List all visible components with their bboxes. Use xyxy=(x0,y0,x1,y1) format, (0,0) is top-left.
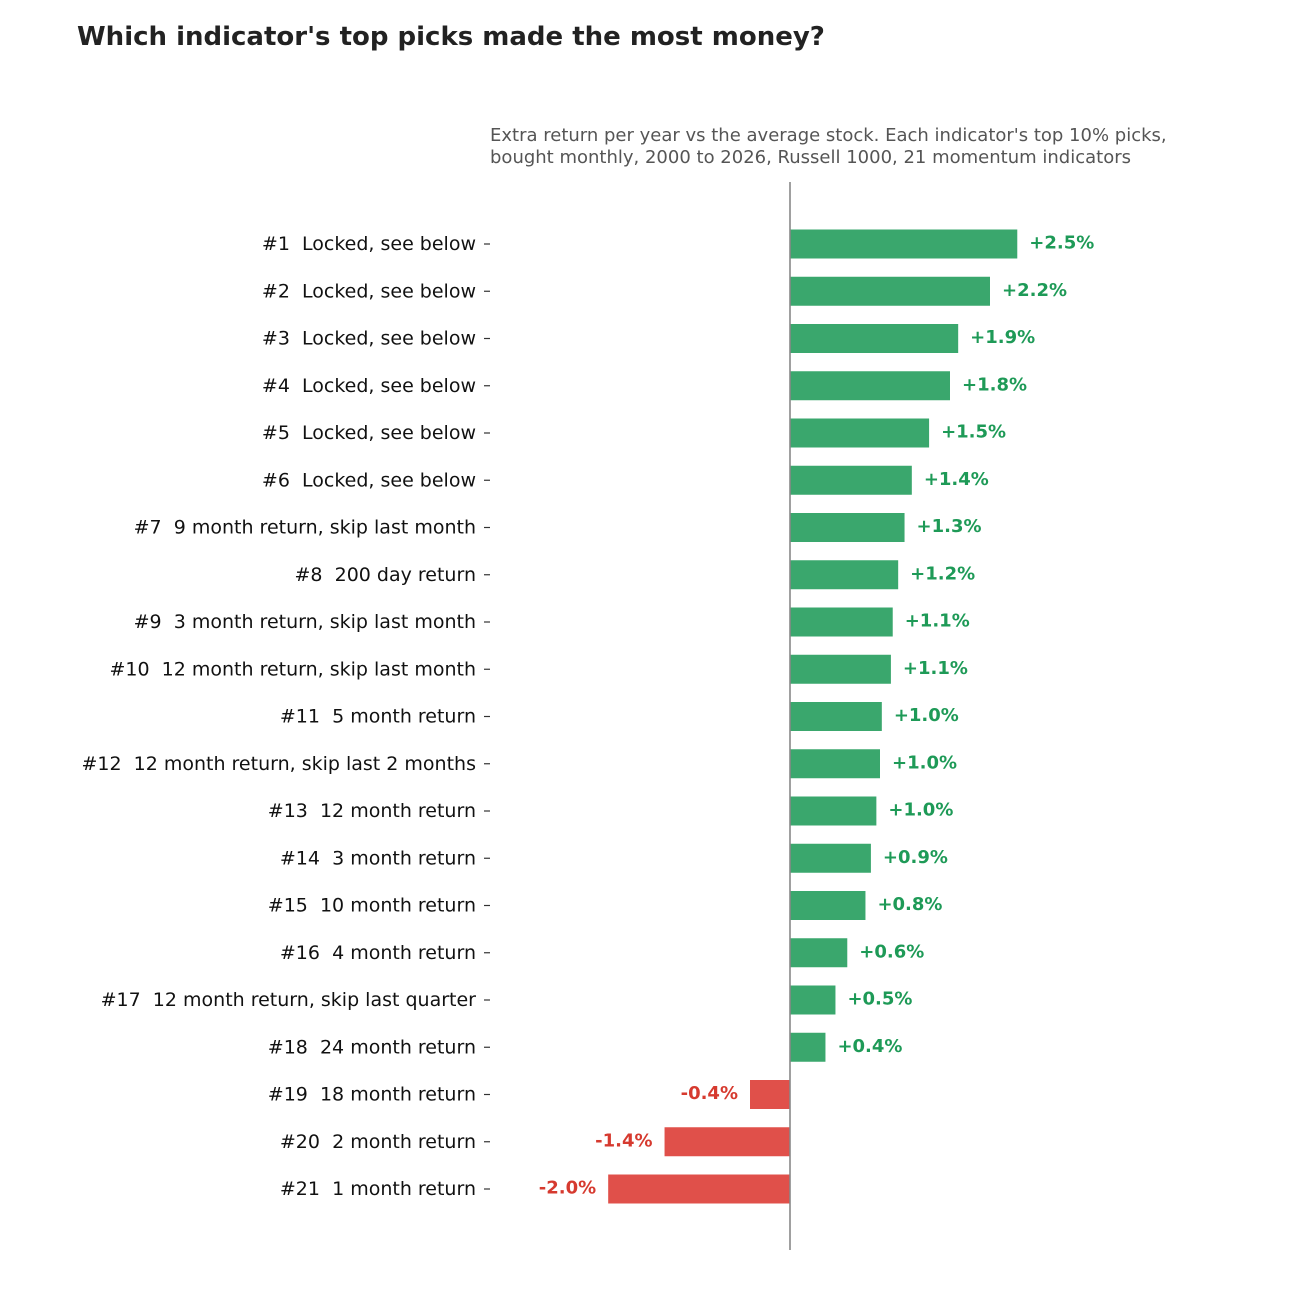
bar-20 xyxy=(664,1127,790,1157)
bar-8 xyxy=(790,560,899,590)
category-label-9: #9 3 month return, skip last month xyxy=(134,611,476,633)
category-label-14: #14 3 month return xyxy=(280,847,476,869)
bar-17 xyxy=(790,985,836,1015)
value-label-17: +0.5% xyxy=(847,989,912,1010)
category-label-12: #12 12 month return, skip last 2 months xyxy=(81,753,476,775)
category-label-19: #19 18 month return xyxy=(268,1084,476,1106)
value-label-14: +0.9% xyxy=(883,847,948,868)
labels-layer: #1 Locked, see below +2.5% #2 Locked, see … xyxy=(81,233,1094,1201)
bars-layer xyxy=(608,229,1018,1204)
value-label-6: +1.4% xyxy=(924,469,989,490)
bar-15 xyxy=(790,891,866,920)
value-label-16: +0.6% xyxy=(859,941,924,962)
category-label-1: #1 Locked, see below xyxy=(262,233,476,255)
category-label-5: #5 Locked, see below xyxy=(262,422,476,444)
category-label-4: #4 Locked, see below xyxy=(262,375,476,397)
category-label-6: #6 Locked, see below xyxy=(262,469,476,491)
category-label-3: #3 Locked, see below xyxy=(262,328,476,350)
value-label-5: +1.5% xyxy=(941,422,1006,443)
bar-2 xyxy=(790,276,990,306)
bar-14 xyxy=(790,843,871,873)
category-label-7: #7 9 month return, skip last month xyxy=(134,517,476,539)
bar-21 xyxy=(608,1174,790,1204)
category-label-10: #10 12 month return, skip last month xyxy=(109,658,476,680)
bar-1 xyxy=(790,229,1018,259)
category-label-17: #17 12 month return, skip last quarter xyxy=(101,989,477,1011)
bar-12 xyxy=(790,749,880,779)
category-label-8: #8 200 day return xyxy=(295,564,476,586)
value-label-11: +1.0% xyxy=(894,705,959,726)
bar-4 xyxy=(790,371,950,401)
category-label-13: #13 12 month return xyxy=(268,800,476,822)
value-label-1: +2.5% xyxy=(1029,233,1094,254)
category-label-20: #20 2 month return xyxy=(280,1131,476,1153)
bar-13 xyxy=(790,796,877,826)
subtitle-line-1: Extra return per year vs the average sto… xyxy=(490,125,1167,146)
category-label-11: #11 5 month return xyxy=(280,706,476,728)
bar-3 xyxy=(790,324,959,353)
category-label-21: #21 1 month return xyxy=(280,1178,476,1200)
subtitle-line-2: bought monthly, 2000 to 2026, Russell 10… xyxy=(490,147,1131,168)
bar-10 xyxy=(790,654,891,684)
value-label-19: -0.4% xyxy=(681,1083,738,1104)
bar-19 xyxy=(750,1080,790,1109)
chart-title: Which indicator's top picks made the mos… xyxy=(77,22,825,52)
value-label-7: +1.3% xyxy=(917,516,982,537)
category-label-16: #16 4 month return xyxy=(280,942,476,964)
category-label-2: #2 Locked, see below xyxy=(262,280,476,302)
value-label-8: +1.2% xyxy=(910,563,975,584)
value-label-12: +1.0% xyxy=(892,752,957,773)
value-label-2: +2.2% xyxy=(1002,280,1067,301)
value-label-13: +1.0% xyxy=(888,800,953,821)
bar-7 xyxy=(790,513,905,542)
bar-11 xyxy=(790,702,882,731)
bar-5 xyxy=(790,418,930,448)
value-label-3: +1.9% xyxy=(970,327,1035,348)
value-label-10: +1.1% xyxy=(903,658,968,679)
bar-6 xyxy=(790,465,912,495)
value-label-4: +1.8% xyxy=(962,374,1027,395)
chart-subtitle: Extra return per year vs the average sto… xyxy=(490,125,1167,169)
value-label-21: -2.0% xyxy=(539,1178,596,1199)
value-label-18: +0.4% xyxy=(837,1036,902,1057)
category-label-15: #15 10 month return xyxy=(268,895,476,917)
category-label-18: #18 24 month return xyxy=(268,1036,476,1058)
value-label-20: -1.4% xyxy=(595,1130,652,1151)
bar-18 xyxy=(790,1032,826,1062)
value-label-9: +1.1% xyxy=(905,611,970,632)
value-label-15: +0.8% xyxy=(877,894,942,915)
bar-16 xyxy=(790,938,848,968)
bar-9 xyxy=(790,607,893,637)
